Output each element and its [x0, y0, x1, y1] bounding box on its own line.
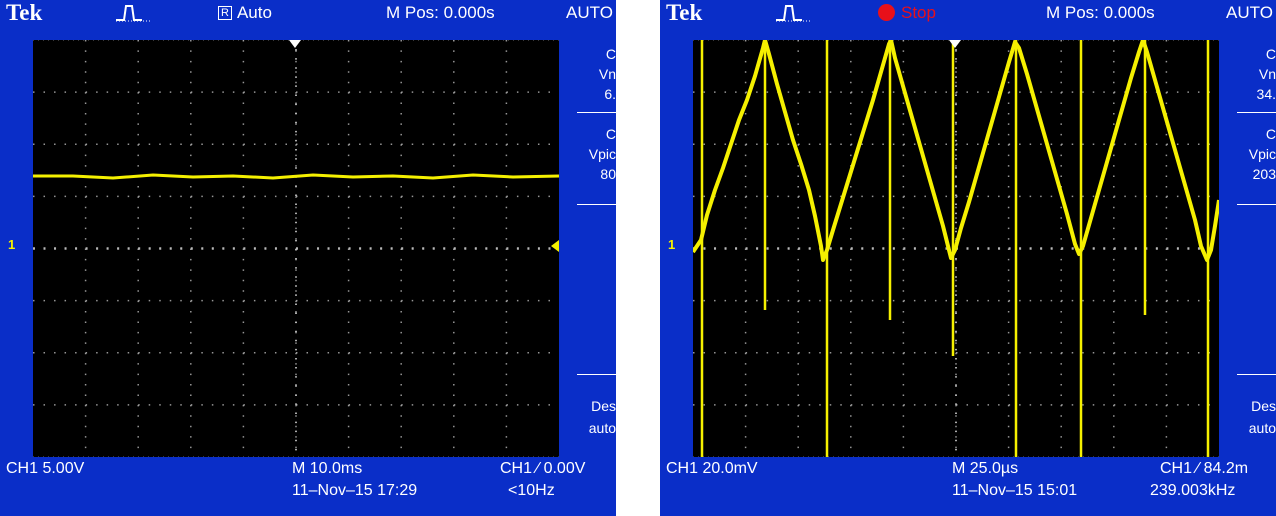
left-strip	[0, 26, 33, 457]
divider	[1237, 374, 1276, 375]
measurement-2-name: Vpic	[1248, 146, 1276, 162]
horizontal-position: M Pos: 0.000s	[1046, 3, 1155, 22]
waveform-display	[33, 40, 559, 457]
measurement-2-source: C	[605, 126, 616, 142]
timebase: M 10.0ms	[292, 460, 363, 477]
measurement-1-name: Vn	[1258, 66, 1276, 82]
datetime: 11–Nov–15 17:29	[292, 482, 418, 499]
top-gap	[693, 26, 1233, 40]
graticule	[33, 40, 559, 457]
trigger-readout: CH1 ∕ 84.2m	[1160, 460, 1249, 477]
horizontal-position: M Pos: 0.000s	[386, 3, 495, 22]
measurement-2-value: 80	[600, 166, 616, 182]
acquisition-icon	[116, 5, 152, 22]
trigger-readout: CH1 ∕ 0.00V	[500, 460, 586, 477]
trigger-position-marker	[949, 40, 961, 48]
divider	[1237, 204, 1276, 205]
menu-value[interactable]: auto	[588, 420, 616, 436]
status-bar: Tek R Auto M Pos: 0.000s AUTO	[0, 0, 616, 26]
acquisition-icon	[776, 5, 812, 22]
measurement-1-value: 34.	[1256, 86, 1276, 102]
measure-mode: AUTO	[566, 3, 613, 22]
trigger-frequency: 239.003kHz	[1150, 482, 1236, 499]
timebase: M 25.0µs	[952, 460, 1019, 477]
ready-icon: R	[218, 6, 232, 20]
menu-title[interactable]: Des	[591, 398, 616, 414]
left-strip	[660, 26, 693, 457]
measurement-1-source: C	[1265, 46, 1276, 62]
right-gap	[559, 40, 573, 457]
trigger-status: R Auto	[218, 2, 272, 24]
measurement-panel: C Vn 6. C Vpic 80 Des auto	[573, 26, 616, 457]
trigger-level-marker	[551, 240, 559, 252]
measurement-1-source: C	[605, 46, 616, 62]
divider	[577, 374, 616, 375]
oscilloscope-screen-right: Tek Stop M Pos: 0.000s AUTO 1	[660, 0, 1276, 516]
ch1-trace	[693, 40, 1219, 262]
trigger-status: Stop	[878, 2, 936, 24]
measure-mode: AUTO	[1226, 3, 1273, 22]
divider	[577, 112, 616, 113]
menu-title[interactable]: Des	[1251, 398, 1276, 414]
measurement-1-name: Vn	[598, 66, 616, 82]
channel-scale: CH1 20.0mV	[666, 460, 758, 477]
channel-scale: CH1 5.00V	[6, 460, 85, 477]
readout-bar: CH1 20.0mV M 25.0µs CH1 ∕ 84.2m 11–Nov–1…	[660, 457, 1276, 516]
menu-value[interactable]: auto	[1248, 420, 1276, 436]
measurement-1-value: 6.	[604, 86, 616, 102]
measurement-2-source: C	[1265, 126, 1276, 142]
trigger-position-marker	[289, 40, 301, 48]
divider	[577, 204, 616, 205]
datetime: 11–Nov–15 15:01	[952, 482, 1078, 499]
measurement-2-name: Vpic	[588, 146, 616, 162]
measurement-2-value: 203	[1252, 166, 1276, 182]
divider	[1237, 112, 1276, 113]
oscilloscope-screen-left: Tek R Auto M Pos: 0.000s AUTO 1 C Vn 6. C…	[0, 0, 616, 516]
measurement-panel: C Vn 34. C Vpic 203 Des auto	[1233, 26, 1276, 457]
ch1-ground-marker: 1	[668, 237, 676, 252]
grid	[33, 40, 559, 457]
waveform-display	[693, 40, 1219, 457]
stop-icon	[878, 4, 895, 21]
readout-bar: CH1 5.00V M 10.0ms CH1 ∕ 0.00V 11–Nov–15…	[0, 457, 616, 516]
graticule	[693, 40, 1219, 457]
ch1-ground-marker: 1	[8, 237, 16, 252]
top-gap	[33, 26, 573, 40]
right-gap	[1219, 40, 1233, 457]
brand-logo: Tek	[666, 0, 703, 25]
ch1-trace	[33, 173, 559, 180]
brand-logo: Tek	[6, 0, 43, 25]
status-bar: Tek Stop M Pos: 0.000s AUTO	[660, 0, 1276, 26]
trigger-frequency: <10Hz	[508, 482, 555, 499]
